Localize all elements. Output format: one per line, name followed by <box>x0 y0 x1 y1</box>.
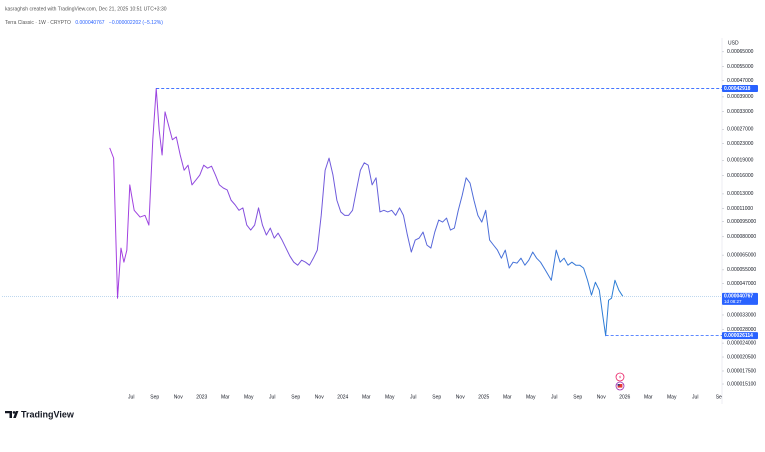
x-tick-label: 2026 <box>619 394 630 400</box>
x-tick-label: Jul <box>692 394 698 400</box>
brand: TradingView <box>21 409 75 419</box>
y-tick-label: 0.00011000 <box>727 206 753 212</box>
x-tick-label: 2024 <box>337 394 348 400</box>
y-tick-label: 0.00023000 <box>727 141 754 147</box>
x-tick-label: Mar <box>503 394 512 400</box>
x-tick-label: Jul <box>410 394 416 400</box>
x-tick-label: Nov <box>174 394 183 400</box>
x-tick-label: Mar <box>644 394 653 400</box>
x-tick-label: Sep <box>291 394 300 400</box>
y-tick-label: 0.000095000 <box>727 219 756 225</box>
currency: USD <box>728 40 739 46</box>
flag-glyph <box>617 384 623 388</box>
x-tick-label: Mar <box>221 394 230 400</box>
y-tick-label: 0.00019000 <box>727 158 754 164</box>
y-tick-label: 0.00016000 <box>727 173 754 179</box>
current-badge <box>722 292 758 305</box>
level-label: 0.000026114 <box>724 333 753 339</box>
brand-logo <box>5 411 19 418</box>
event-glyph <box>619 374 622 380</box>
x-tick-label: 2023 <box>196 394 207 400</box>
legend: Terra Classic · 1W · CRYPTO 0.000040767 … <box>5 20 163 26</box>
y-tick-label: 0.00027000 <box>727 127 754 133</box>
current-label: 0.000040767 <box>724 294 753 300</box>
y-tick-label: 0.000020500 <box>727 354 756 360</box>
brand-logo-dot <box>12 411 16 414</box>
countdown: 1d 08:27 <box>724 299 742 304</box>
price-line <box>109 88 624 337</box>
x-tick-label: Jul <box>128 394 134 400</box>
x-tick-label: Mar <box>362 394 371 400</box>
level-badge <box>722 332 758 340</box>
x-tick-label: May <box>667 394 677 400</box>
y-tick-label: 0.000033000 <box>727 312 756 318</box>
y-tick-label: 0.00033000 <box>727 109 754 115</box>
y-tick-label: 0.00055000 <box>727 64 754 70</box>
y-tick-label: 0.000017500 <box>727 368 756 374</box>
y-tick-label: 0.000024000 <box>727 340 756 346</box>
x-tick-label: May <box>385 394 395 400</box>
change: −0.000002202 (−5.12%) <box>109 20 163 26</box>
y-tick-label: 0.00013000 <box>727 191 754 197</box>
price: 0.000040767 <box>75 20 104 26</box>
x-tick-label: Nov <box>456 394 465 400</box>
y-tick-label: 0.000055000 <box>727 267 756 273</box>
level-label: 0.00042918 <box>724 86 751 92</box>
x-tick-label: Nov <box>597 394 606 400</box>
y-tick-label: 0.000080000 <box>727 234 756 240</box>
x-tick-label: Sep <box>432 394 441 400</box>
symbol: Terra Classic · 1W · CRYPTO <box>5 20 71 26</box>
x-tick-label: May <box>526 394 536 400</box>
x-tick-label: May <box>244 394 254 400</box>
y-tick-label: 0.000028000 <box>727 327 756 333</box>
y-tick-label: 0.000047000 <box>727 281 756 287</box>
x-tick-label: Se <box>716 394 722 400</box>
y-tick-label: 0.00065000 <box>727 49 754 55</box>
y-tick-label: 0.000065000 <box>727 252 756 258</box>
x-tick-label: Nov <box>315 394 324 400</box>
x-tick-label: Sep <box>150 394 159 400</box>
y-tick-label: 0.00047000 <box>727 78 754 84</box>
credit: kasraghsh created with TradingView.com, … <box>5 6 167 12</box>
y-tick-label: 0.000015100 <box>727 381 756 387</box>
x-tick-label: 2025 <box>478 394 489 400</box>
x-tick-label: Jul <box>551 394 557 400</box>
level-badge <box>722 84 758 92</box>
flag-glyph <box>617 384 620 386</box>
x-tick-label: Jul <box>269 394 275 400</box>
y-tick-label: 0.00039000 <box>727 94 754 100</box>
x-tick-label: Sep <box>573 394 582 400</box>
